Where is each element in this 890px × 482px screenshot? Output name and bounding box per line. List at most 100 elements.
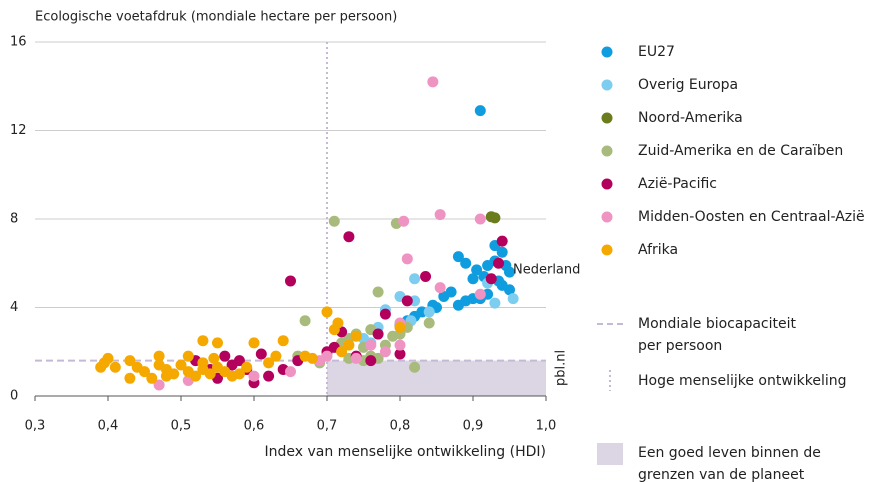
point bbox=[95, 361, 107, 373]
point bbox=[219, 350, 231, 362]
point bbox=[233, 368, 245, 380]
point bbox=[427, 76, 439, 88]
legend-label: per persoon bbox=[638, 338, 722, 354]
point bbox=[102, 352, 114, 364]
point bbox=[507, 293, 519, 305]
legend-marker bbox=[601, 112, 613, 124]
x-tick-label: 0,5 bbox=[171, 419, 192, 434]
legend-label: Hoge menselijke ontwikkeling bbox=[638, 373, 847, 389]
y-tick-label: 4 bbox=[10, 300, 18, 315]
point bbox=[197, 357, 209, 369]
point bbox=[153, 379, 165, 391]
point bbox=[332, 317, 344, 329]
point bbox=[474, 105, 486, 117]
legend-marker bbox=[601, 79, 613, 91]
x-tick-label: 0,8 bbox=[390, 419, 411, 434]
point bbox=[175, 359, 187, 371]
point bbox=[474, 288, 486, 300]
point bbox=[285, 275, 296, 287]
point bbox=[124, 372, 136, 384]
y-tick-label: 0 bbox=[10, 389, 18, 404]
legend-marker bbox=[601, 211, 613, 223]
point bbox=[255, 348, 267, 360]
point bbox=[372, 286, 384, 298]
legend-label: Zuid-Amerika en de Caraïben bbox=[638, 143, 843, 159]
point bbox=[485, 273, 497, 285]
point bbox=[379, 346, 391, 358]
legend-region bbox=[597, 443, 623, 465]
point bbox=[379, 308, 391, 320]
legend-label: Azië-Pacific bbox=[638, 176, 717, 192]
x-tick-label: 0,9 bbox=[463, 419, 484, 434]
point bbox=[438, 290, 450, 302]
source-watermark: pbl.nl bbox=[554, 350, 569, 386]
point bbox=[471, 264, 483, 276]
x-tick-label: 0,7 bbox=[317, 419, 338, 434]
point bbox=[109, 361, 121, 373]
point bbox=[482, 259, 494, 271]
point bbox=[496, 235, 508, 247]
y-axis-label: Ecologische voetafdruk (mondiale hectare… bbox=[35, 10, 397, 25]
y-tick-label: 16 bbox=[10, 35, 27, 50]
legend-marker bbox=[601, 244, 613, 256]
legend-label: Noord-Amerika bbox=[638, 110, 743, 126]
point bbox=[420, 271, 432, 283]
point bbox=[372, 328, 384, 340]
point bbox=[277, 335, 289, 347]
point bbox=[328, 215, 340, 227]
point bbox=[401, 295, 413, 307]
point bbox=[394, 339, 406, 351]
legend-label: Mondiale biocapaciteit bbox=[638, 316, 796, 332]
x-axis-label: Index van menselijke ontwikkeling (HDI) bbox=[265, 444, 547, 460]
point bbox=[190, 370, 202, 382]
point bbox=[226, 359, 238, 371]
good-life-region bbox=[327, 360, 546, 396]
point bbox=[493, 257, 505, 269]
point bbox=[139, 366, 150, 378]
point bbox=[434, 282, 446, 294]
y-tick-label: 12 bbox=[10, 123, 27, 138]
point bbox=[409, 361, 421, 373]
point bbox=[263, 370, 275, 382]
point bbox=[365, 339, 377, 351]
point bbox=[321, 306, 333, 318]
point bbox=[204, 368, 216, 380]
point bbox=[124, 355, 136, 367]
point bbox=[394, 348, 406, 360]
point bbox=[299, 315, 311, 327]
legend-label: Een goed leven binnen de bbox=[638, 445, 821, 461]
point bbox=[423, 317, 435, 329]
point bbox=[394, 321, 406, 333]
legend-label: Afrika bbox=[638, 242, 678, 258]
point bbox=[306, 352, 318, 364]
x-tick-label: 0,6 bbox=[244, 419, 265, 434]
point bbox=[343, 339, 355, 351]
legend-label: Overig Europa bbox=[638, 77, 738, 93]
point bbox=[489, 297, 501, 309]
point bbox=[197, 335, 209, 347]
point bbox=[343, 231, 355, 243]
point bbox=[350, 352, 362, 364]
point bbox=[248, 370, 260, 382]
point bbox=[270, 350, 282, 362]
point bbox=[153, 350, 165, 362]
point bbox=[350, 330, 362, 342]
point bbox=[365, 355, 377, 367]
legend-marker bbox=[601, 46, 613, 58]
annotation: Nederland bbox=[513, 263, 580, 278]
point bbox=[452, 251, 464, 263]
point bbox=[460, 257, 472, 269]
point bbox=[409, 273, 421, 285]
point bbox=[182, 350, 194, 362]
legend-label: grenzen van de planeet bbox=[638, 467, 805, 482]
legend-marker bbox=[601, 145, 613, 157]
point bbox=[208, 352, 220, 364]
point bbox=[241, 361, 253, 373]
point bbox=[336, 346, 348, 358]
point bbox=[423, 306, 435, 318]
point bbox=[398, 215, 410, 227]
point bbox=[212, 337, 223, 349]
y-tick-label: 8 bbox=[10, 212, 18, 227]
point bbox=[285, 366, 296, 378]
